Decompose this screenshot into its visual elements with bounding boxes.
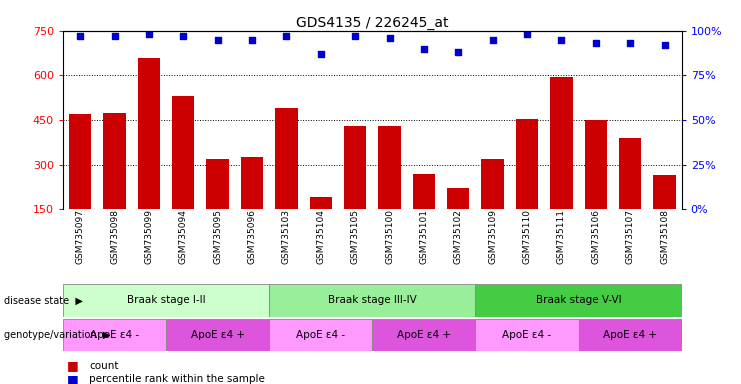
Bar — [372, 319, 476, 351]
Bar — [654, 175, 676, 209]
Bar — [104, 113, 126, 209]
Text: GSM735100: GSM735100 — [385, 209, 394, 264]
Point — [384, 35, 396, 41]
Point — [74, 33, 86, 39]
Bar — [585, 120, 607, 209]
Text: ApoE ε4 -: ApoE ε4 - — [502, 330, 551, 340]
Text: GSM735099: GSM735099 — [144, 209, 153, 264]
Text: GSM735096: GSM735096 — [247, 209, 256, 264]
Text: GSM735103: GSM735103 — [282, 209, 291, 264]
Point — [109, 33, 121, 39]
Text: GSM735107: GSM735107 — [625, 209, 634, 264]
Point — [521, 31, 533, 37]
Text: ApoE ε4 -: ApoE ε4 - — [296, 330, 345, 340]
Bar — [138, 58, 160, 209]
Text: ApoE ε4 -: ApoE ε4 - — [90, 330, 139, 340]
Text: Braak stage V-VI: Braak stage V-VI — [536, 295, 622, 306]
Bar — [241, 157, 263, 209]
Bar — [69, 114, 91, 209]
Text: GSM735094: GSM735094 — [179, 209, 187, 264]
Point — [418, 45, 430, 51]
Bar — [269, 319, 372, 351]
Point — [556, 36, 568, 43]
Text: GSM735102: GSM735102 — [453, 209, 463, 264]
Text: Braak stage I-II: Braak stage I-II — [127, 295, 205, 306]
Text: GSM735098: GSM735098 — [110, 209, 119, 264]
Text: Braak stage III-IV: Braak stage III-IV — [328, 295, 416, 306]
Text: genotype/variation  ▶: genotype/variation ▶ — [4, 330, 110, 340]
Text: GSM735106: GSM735106 — [591, 209, 600, 264]
Text: GSM735101: GSM735101 — [419, 209, 428, 264]
Point — [624, 40, 636, 46]
Bar — [516, 119, 538, 209]
Bar — [269, 284, 476, 317]
Point — [452, 49, 464, 55]
Bar — [619, 138, 641, 209]
Point — [177, 33, 189, 39]
Bar — [275, 108, 298, 209]
Bar — [310, 197, 332, 209]
Bar — [482, 159, 504, 209]
Text: GSM735108: GSM735108 — [660, 209, 669, 264]
Point — [281, 33, 293, 39]
Text: GSM735109: GSM735109 — [488, 209, 497, 264]
Point — [212, 36, 224, 43]
Bar — [344, 126, 366, 209]
Bar — [413, 174, 435, 209]
Bar — [166, 319, 269, 351]
Text: GSM735097: GSM735097 — [76, 209, 84, 264]
Text: disease state  ▶: disease state ▶ — [4, 295, 82, 306]
Text: GSM735111: GSM735111 — [557, 209, 566, 264]
Text: ■: ■ — [67, 359, 79, 372]
Point — [315, 51, 327, 57]
Bar — [476, 319, 579, 351]
Bar — [63, 284, 269, 317]
Bar — [476, 284, 682, 317]
Text: GSM735104: GSM735104 — [316, 209, 325, 264]
Text: GSM735095: GSM735095 — [213, 209, 222, 264]
Bar — [447, 189, 470, 209]
Point — [487, 36, 499, 43]
Point — [349, 33, 361, 39]
Text: ApoE ε4 +: ApoE ε4 + — [603, 330, 657, 340]
Bar — [207, 159, 229, 209]
Text: GSM735105: GSM735105 — [350, 209, 359, 264]
Text: GSM735110: GSM735110 — [522, 209, 531, 264]
Text: count: count — [89, 361, 119, 371]
Point — [659, 42, 671, 48]
Text: ApoE ε4 +: ApoE ε4 + — [397, 330, 451, 340]
Bar — [172, 96, 194, 209]
Bar — [551, 77, 573, 209]
Bar — [63, 319, 166, 351]
Point — [246, 36, 258, 43]
Title: GDS4135 / 226245_at: GDS4135 / 226245_at — [296, 16, 448, 30]
Text: ■: ■ — [67, 373, 79, 384]
Text: percentile rank within the sample: percentile rank within the sample — [89, 374, 265, 384]
Bar — [379, 126, 401, 209]
Point — [143, 31, 155, 37]
Text: ApoE ε4 +: ApoE ε4 + — [190, 330, 245, 340]
Point — [590, 40, 602, 46]
Bar — [579, 319, 682, 351]
